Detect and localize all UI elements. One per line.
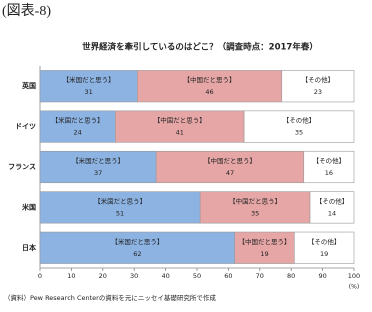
bar-segment bbox=[303, 150, 355, 184]
segment-name: 【中国だと思う】 bbox=[204, 156, 256, 165]
value-label: 19 bbox=[260, 250, 268, 258]
x-tick-label: 30 bbox=[130, 272, 138, 280]
bar-segment bbox=[39, 231, 235, 264]
value-label: 41 bbox=[176, 129, 184, 137]
segment-name: 【中国だと思う】 bbox=[184, 75, 236, 84]
value-label: 31 bbox=[85, 88, 93, 96]
value-label: 24 bbox=[74, 129, 82, 137]
value-label: 14 bbox=[328, 209, 336, 217]
x-tick-label: 40 bbox=[161, 272, 169, 280]
chart-title: 世界経済を牽引しているのはどこ？（調査時点：2017年春） bbox=[82, 42, 318, 53]
segment-name: 【その他】 bbox=[283, 116, 316, 125]
segment-name: 【中国だと思う】 bbox=[229, 196, 281, 205]
y-tick-label: ドイツ bbox=[15, 123, 36, 131]
segment-name: 【中国だと思う】 bbox=[239, 237, 291, 246]
value-label: 62 bbox=[133, 250, 141, 258]
x-tick-label: 0 bbox=[38, 272, 42, 280]
y-tick-label: 米国 bbox=[21, 202, 36, 211]
x-tick-label: 60 bbox=[224, 272, 232, 280]
x-tick-label: 20 bbox=[99, 272, 107, 280]
value-label: 35 bbox=[251, 209, 259, 217]
segment-name: 【その他】 bbox=[302, 75, 335, 84]
segment-name: 【米国だと思う】 bbox=[94, 196, 146, 205]
x-tick-label: 100 bbox=[348, 272, 360, 280]
source-note: （資料）Pew Research Centerの資料を元にニッセイ基礎研究所で作… bbox=[4, 293, 216, 302]
figure-label: (図表-8) bbox=[2, 3, 51, 19]
bar-segment bbox=[115, 110, 245, 143]
bar-segment bbox=[294, 231, 355, 264]
bar-segment bbox=[281, 70, 355, 103]
bar-segment bbox=[234, 231, 295, 264]
bar-segment bbox=[155, 150, 305, 184]
y-tick-label: 日本 bbox=[22, 243, 36, 252]
x-tick-label: 10 bbox=[67, 272, 75, 280]
value-label: 51 bbox=[116, 209, 124, 217]
value-label: 19 bbox=[320, 250, 328, 258]
value-label: 23 bbox=[314, 88, 322, 96]
bar-segment bbox=[309, 191, 355, 224]
value-label: 16 bbox=[325, 169, 333, 177]
segment-name: 【その他】 bbox=[308, 237, 341, 246]
x-tick-label: 70 bbox=[256, 272, 264, 280]
value-label: 46 bbox=[205, 88, 213, 96]
bar-segment bbox=[243, 110, 355, 143]
y-tick-label: 英国 bbox=[21, 81, 36, 90]
segment-name: 【米国だと思う】 bbox=[63, 75, 115, 84]
bar-segment bbox=[39, 70, 138, 103]
bar-segment bbox=[39, 110, 116, 143]
segment-name: 【米国だと思う】 bbox=[72, 156, 124, 165]
bar-segment bbox=[137, 70, 283, 103]
bar-segment bbox=[39, 191, 201, 224]
x-tick-label: 90 bbox=[318, 272, 326, 280]
y-tick-label: フランス bbox=[8, 163, 36, 171]
x-tick-label: 50 bbox=[193, 272, 201, 280]
segment-name: 【その他】 bbox=[316, 196, 349, 205]
segment-name: 【米国だと思う】 bbox=[111, 237, 163, 246]
value-label: 47 bbox=[226, 169, 234, 177]
x-unit: (%) bbox=[349, 284, 359, 291]
bar-segment bbox=[199, 191, 311, 224]
x-tick-label: 80 bbox=[287, 272, 295, 280]
segment-name: 【米国だと思う】 bbox=[52, 116, 104, 125]
segment-name: 【その他】 bbox=[313, 156, 346, 165]
value-label: 35 bbox=[295, 129, 303, 137]
bar-segment bbox=[39, 150, 157, 184]
segment-name: 【中国だと思う】 bbox=[154, 116, 206, 125]
value-label: 37 bbox=[94, 169, 102, 177]
